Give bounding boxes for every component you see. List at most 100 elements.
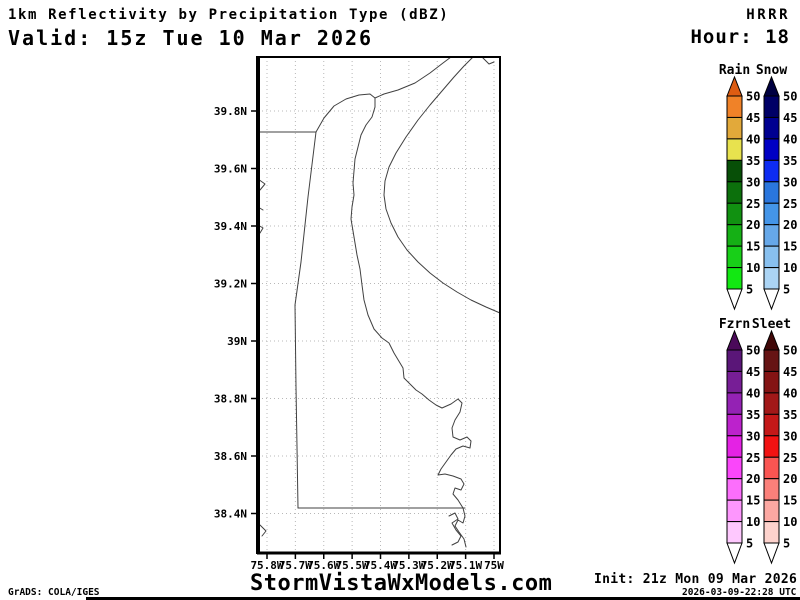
colorbar-segment — [763, 392, 780, 415]
colorbar-title: Sleet — [752, 317, 791, 332]
colorbar-value-label: 35 — [783, 154, 797, 168]
colorbar-segment — [726, 116, 743, 140]
lat-tick-label: 39.2N — [214, 278, 247, 291]
lon-tick-label: 75.7W — [279, 559, 312, 572]
colorbar-lower-arrow — [763, 542, 780, 565]
colorbar-value-label: 5 — [783, 283, 790, 297]
colorbar-segment — [763, 413, 780, 437]
lat-tick-label: 39N — [227, 335, 247, 348]
colorbar-segment — [763, 521, 780, 544]
colorbar-lower-arrow — [726, 542, 743, 565]
colorbar-value-label: 20 — [783, 472, 797, 486]
colorbar-value-label: 30 — [783, 175, 797, 189]
colorbar-segment — [763, 478, 780, 501]
colorbar-segment — [763, 245, 780, 269]
lat-tick-label: 39.4N — [214, 220, 247, 233]
map-plot-area: 39.8N 39.6N 39.4N 39.2N 39N 38.8N 38.6N 38.4N 75… — [214, 56, 504, 572]
valid-time: Valid: 15z Tue 10 Mar 2026 — [8, 26, 374, 50]
map-frame — [257, 56, 501, 554]
colorbar-value-label: 40 — [746, 386, 760, 400]
colorbar-title: Rain — [719, 63, 750, 78]
model-name: HRRR — [746, 7, 790, 23]
colorbar-segment — [763, 267, 780, 290]
colorbar-segment — [726, 159, 743, 183]
colorbar-title: Fzrn — [719, 317, 750, 332]
colorbar-segment — [763, 224, 780, 247]
colorbar-segment — [726, 435, 743, 458]
colorbar-value-label: 10 — [746, 261, 760, 275]
southwest-mark — [259, 524, 267, 537]
colorbar-segment — [763, 202, 780, 226]
colorbar-segment — [726, 521, 743, 544]
lat-tick-label: 38.8N — [214, 393, 247, 406]
lon-tick-label: 75.6W — [307, 559, 340, 572]
colorbar-segment — [726, 370, 743, 394]
colorbar-value-label: 5 — [746, 537, 753, 551]
colorbar-segment — [763, 95, 780, 118]
colorbar-value-label: 20 — [746, 472, 760, 486]
colorbar-value-label: 35 — [783, 408, 797, 422]
lon-tick-label: 75.2W — [421, 559, 454, 572]
river-fragment — [481, 56, 495, 65]
chart-title: 1km Reflectivity by Precipitation Type (… — [8, 7, 450, 23]
colorbar-upper-arrow — [763, 75, 780, 97]
lat-tick-label: 38.4N — [214, 508, 247, 521]
colorbar-segment — [726, 95, 743, 118]
colorbar-value-label: 15 — [783, 494, 797, 508]
colorbar-segment — [726, 413, 743, 437]
colorbar-upper-arrow — [726, 329, 743, 351]
lat-tick-label: 38.6N — [214, 450, 247, 463]
colorbar-value-label: 20 — [746, 218, 760, 232]
bottom-bar — [86, 597, 800, 600]
colorbar-value-label: 30 — [746, 429, 760, 443]
lat-tick-label: 39.8N — [214, 105, 247, 118]
colorbar-segment — [763, 181, 780, 204]
chesapeake-inlet-1 — [257, 178, 266, 191]
lon-tick-label: 75.4W — [364, 559, 397, 572]
colorbar-segment — [763, 138, 780, 161]
inland-bay-detail — [448, 512, 462, 546]
colorbar-value-label: 25 — [783, 197, 797, 211]
lat-tick-label: 39.6N — [214, 163, 247, 176]
colorbar-segment — [763, 349, 780, 372]
init-time: Init: 21z Mon 09 Mar 2026 — [594, 572, 798, 587]
de-west-border — [294, 131, 317, 509]
colorbar-value-label: 30 — [783, 429, 797, 443]
colorbar-value-label: 5 — [746, 283, 753, 297]
colorbar-segment — [726, 181, 743, 204]
colorbar-segment — [726, 224, 743, 247]
precip-type-colorbars: Rain 50 45 40 35 30 25 20 15 10 5 Snow 50 45 40 35 30 25 2… — [719, 63, 797, 565]
colorbar-value-label: 10 — [746, 515, 760, 529]
colorbar-value-label: 45 — [783, 365, 797, 379]
colorbar-value-label: 40 — [783, 386, 797, 400]
colorbar-segment — [726, 349, 743, 372]
colorbar-segment — [763, 116, 780, 140]
colorbar-value-label: 35 — [746, 408, 760, 422]
colorbar-value-label: 50 — [746, 90, 760, 104]
colorbar-value-label: 30 — [746, 175, 760, 189]
colorbar-lower-arrow — [726, 288, 743, 311]
colorbar-upper-arrow — [763, 329, 780, 351]
delaware-map: 39.8N 39.6N 39.4N 39.2N 39N 38.8N 38.6N 38.4N 75… — [214, 56, 504, 572]
colorbar-title: Snow — [756, 63, 787, 78]
colorbar-segment — [726, 499, 743, 523]
colorbar-segment — [726, 456, 743, 480]
colorbar-value-label: 5 — [783, 537, 790, 551]
grads-credit: GrADS: COLA/IGES — [8, 587, 100, 598]
colorbar-value-label: 45 — [783, 111, 797, 125]
colorbar-value-label: 10 — [783, 261, 797, 275]
colorbar-value-label: 45 — [746, 365, 760, 379]
lon-tick-label: 75.1W — [449, 559, 482, 572]
colorbar-value-label: 35 — [746, 154, 760, 168]
generated-timestamp: 2026-03-09-22:28 UTC — [682, 587, 797, 598]
forecast-hour: Hour: 18 — [690, 26, 790, 48]
colorbar-value-label: 25 — [783, 451, 797, 465]
colorbar-segment — [726, 392, 743, 415]
colorbar-value-label: 25 — [746, 197, 760, 211]
lon-tick-label: 75.5W — [336, 559, 369, 572]
colorbar-segment — [763, 456, 780, 480]
colorbar-value-label: 15 — [746, 240, 760, 254]
lon-tick-label: 75.3W — [392, 559, 425, 572]
colorbar-segment — [763, 499, 780, 523]
